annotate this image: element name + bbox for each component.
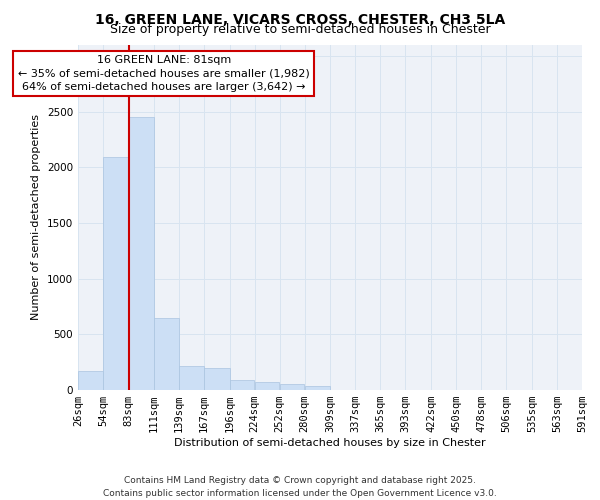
Bar [154, 318, 179, 390]
Y-axis label: Number of semi-detached properties: Number of semi-detached properties [31, 114, 41, 320]
Text: Size of property relative to semi-detached houses in Chester: Size of property relative to semi-detach… [110, 22, 490, 36]
Bar [230, 380, 254, 390]
Text: Contains HM Land Registry data © Crown copyright and database right 2025.
Contai: Contains HM Land Registry data © Crown c… [103, 476, 497, 498]
Bar [78, 370, 103, 390]
Bar [129, 118, 154, 390]
Bar [280, 384, 304, 390]
Text: 16 GREEN LANE: 81sqm
← 35% of semi-detached houses are smaller (1,982)
64% of se: 16 GREEN LANE: 81sqm ← 35% of semi-detac… [18, 56, 310, 92]
Bar [255, 382, 280, 390]
Bar [179, 366, 203, 390]
Bar [305, 386, 331, 390]
Text: 16, GREEN LANE, VICARS CROSS, CHESTER, CH3 5LA: 16, GREEN LANE, VICARS CROSS, CHESTER, C… [95, 12, 505, 26]
X-axis label: Distribution of semi-detached houses by size in Chester: Distribution of semi-detached houses by … [174, 438, 486, 448]
Bar [103, 158, 129, 390]
Bar [204, 368, 230, 390]
